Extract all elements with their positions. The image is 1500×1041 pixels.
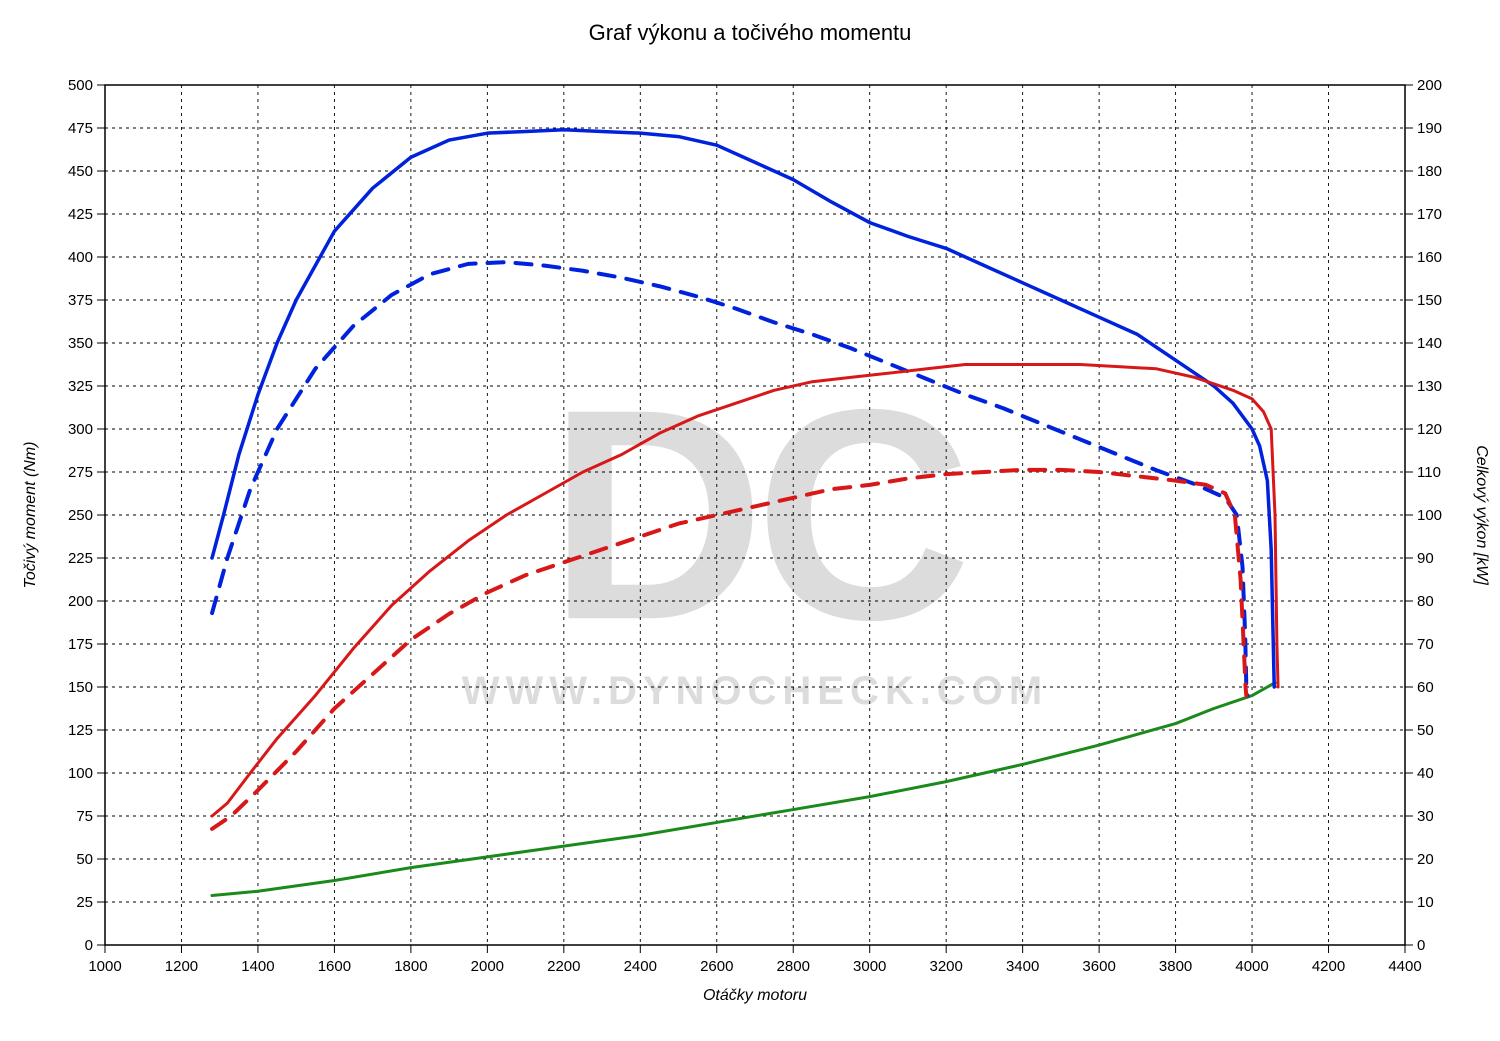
yr-tick-label: 80 [1417,593,1434,610]
yl-tick-label: 75 [76,808,93,825]
yr-tick-label: 10 [1417,894,1434,911]
x-tick-label: 3600 [1082,958,1115,975]
x-tick-label: 1800 [394,958,427,975]
x-tick-label: 3400 [1006,958,1039,975]
yl-tick-label: 0 [85,937,93,954]
yl-tick-label: 250 [68,507,93,524]
yr-tick-label: 160 [1417,249,1442,266]
y-left-axis-label: Točivý moment (Nm) [22,442,39,589]
yl-tick-label: 125 [68,722,93,739]
yl-tick-label: 25 [76,894,93,911]
x-tick-label: 4200 [1312,958,1345,975]
yl-tick-label: 450 [68,163,93,180]
x-tick-label: 3000 [853,958,886,975]
yl-tick-label: 200 [68,593,93,610]
yr-tick-label: 200 [1417,77,1442,94]
yr-tick-label: 140 [1417,335,1442,352]
x-tick-label: 1600 [318,958,351,975]
yr-tick-label: 130 [1417,378,1442,395]
yr-tick-label: 90 [1417,550,1434,567]
x-tick-label: 4400 [1388,958,1421,975]
yr-tick-label: 110 [1417,464,1441,481]
yr-tick-label: 0 [1417,937,1425,954]
x-tick-label: 1400 [241,958,274,975]
yl-tick-label: 375 [68,292,93,309]
x-tick-label: 4000 [1235,958,1268,975]
yl-tick-label: 400 [68,249,93,266]
x-tick-label: 3800 [1159,958,1192,975]
watermark-url: WWW.DYNOCHECK.COM [462,669,1048,713]
yr-tick-label: 120 [1417,421,1442,438]
yr-tick-label: 150 [1417,292,1442,309]
yl-tick-label: 275 [68,464,93,481]
x-tick-label: 1000 [88,958,121,975]
yl-tick-label: 50 [76,851,93,868]
yr-tick-label: 190 [1417,120,1442,137]
yl-tick-label: 175 [68,636,93,653]
yl-tick-label: 300 [68,421,93,438]
yl-tick-label: 425 [68,206,93,223]
x-tick-label: 1200 [165,958,198,975]
yl-tick-label: 350 [68,335,93,352]
x-tick-label: 2800 [777,958,810,975]
x-tick-label: 2200 [547,958,580,975]
yr-tick-label: 40 [1417,765,1434,782]
y-right-axis-label: Celkový výkon [kW] [1473,445,1490,585]
x-tick-label: 2600 [700,958,733,975]
yr-tick-label: 60 [1417,679,1434,696]
yl-tick-label: 325 [68,378,93,395]
yl-tick-label: 100 [68,765,93,782]
yl-tick-label: 500 [68,77,93,94]
x-tick-label: 2400 [624,958,657,975]
yl-tick-label: 225 [68,550,93,567]
chart-title: Graf výkonu a točivého momentu [589,20,912,45]
yr-tick-label: 70 [1417,636,1434,653]
yr-tick-label: 20 [1417,851,1434,868]
x-tick-label: 3200 [929,958,962,975]
yr-tick-label: 50 [1417,722,1434,739]
yl-tick-label: 150 [68,679,93,696]
yr-tick-label: 100 [1417,507,1442,524]
dyno-chart: Graf výkonu a točivého momentu DCWWW.DYN… [0,0,1500,1041]
yr-tick-label: 30 [1417,808,1434,825]
x-axis-label: Otáčky motoru [703,987,807,1004]
yr-tick-label: 180 [1417,163,1442,180]
yl-tick-label: 475 [68,120,93,137]
yr-tick-label: 170 [1417,206,1442,223]
x-tick-label: 2000 [471,958,504,975]
